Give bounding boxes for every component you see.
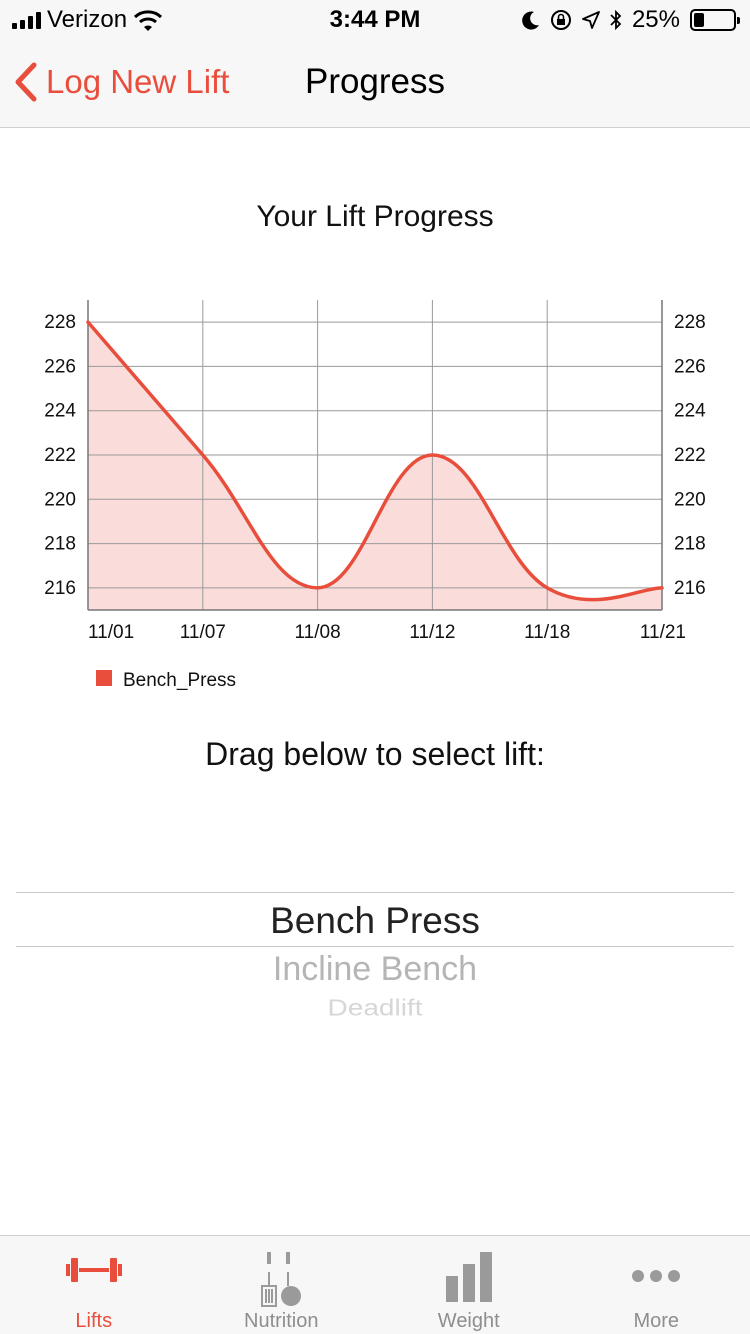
y-tick-label-left: 220 bbox=[44, 489, 76, 510]
more-dots-icon bbox=[632, 1270, 681, 1282]
series-line bbox=[86, 320, 664, 602]
tab-bar: Lifts Nutrition Weight More bbox=[0, 1235, 750, 1334]
x-tick-label: 11/12 bbox=[409, 622, 455, 643]
tab-weight[interactable]: Weight bbox=[375, 1236, 563, 1334]
tab-lifts-label: Lifts bbox=[75, 1310, 113, 1332]
x-tick-label: 11/08 bbox=[295, 622, 341, 643]
carrier-name: Verizon bbox=[47, 6, 128, 33]
tab-more-label: More bbox=[633, 1310, 680, 1332]
x-tick-label: 11/07 bbox=[180, 622, 226, 643]
tab-nutrition[interactable]: Nutrition bbox=[188, 1236, 376, 1334]
y-tick-label-left: 218 bbox=[44, 534, 76, 555]
tab-weight-label: Weight bbox=[437, 1310, 500, 1332]
progress-chart: 216 216 218 218 220 220 222 222 224 224 226 226 228 2… bbox=[44, 300, 706, 691]
picker-option-selected[interactable]: Bench Press bbox=[270, 900, 480, 941]
tab-more[interactable]: More bbox=[563, 1236, 750, 1334]
y-tick-label-left: 228 bbox=[44, 312, 76, 333]
y-tick-label-left: 226 bbox=[44, 356, 76, 377]
picker-selection-top-line bbox=[16, 892, 734, 893]
navigation-bar: Log New Lift Progress bbox=[0, 40, 750, 128]
y-tick-label-left: 216 bbox=[44, 578, 76, 599]
tab-nutrition-label: Nutrition bbox=[244, 1310, 319, 1332]
tab-lifts[interactable]: Lifts bbox=[0, 1236, 188, 1334]
lift-picker[interactable]: Bench Press Incline Bench Deadlift bbox=[16, 860, 734, 1060]
y-tick-label-left: 224 bbox=[44, 401, 76, 422]
y-tick-label-right: 224 bbox=[674, 401, 706, 422]
y-tick-label-left: 222 bbox=[44, 445, 76, 466]
dumbbell-icon bbox=[65, 1258, 122, 1282]
legend-label: Bench_Press bbox=[123, 670, 236, 691]
moon-icon bbox=[522, 11, 539, 30]
legend-swatch bbox=[96, 670, 112, 686]
page-title: Progress bbox=[304, 62, 446, 101]
picker-instructions: Drag below to select lift: bbox=[205, 736, 545, 772]
chart-title: Your Lift Progress bbox=[256, 200, 494, 233]
y-tick-label-right: 218 bbox=[674, 534, 706, 555]
rotation-lock-icon bbox=[550, 10, 571, 30]
picker-option[interactable]: Deadlift bbox=[327, 994, 423, 1021]
back-button-label: Log New Lift bbox=[46, 63, 230, 100]
y-tick-label-right: 220 bbox=[674, 489, 706, 510]
carrier-group: Verizon bbox=[12, 6, 163, 34]
battery-percent: 25% bbox=[631, 6, 680, 33]
picker-selection-bottom-line bbox=[16, 946, 734, 947]
status-bar: Verizon 3:44 PM 25% bbox=[0, 0, 750, 40]
y-tick-label-right: 216 bbox=[674, 578, 706, 599]
battery-icon bbox=[690, 9, 740, 31]
bar-chart-icon bbox=[445, 1252, 492, 1302]
bluetooth-icon bbox=[610, 10, 622, 30]
wifi-icon bbox=[134, 10, 163, 31]
back-button[interactable]: Log New Lift bbox=[14, 62, 229, 102]
location-icon bbox=[582, 11, 600, 29]
nutrition-icon bbox=[261, 1252, 302, 1307]
y-tick-label-right: 226 bbox=[674, 356, 706, 377]
signal-icon bbox=[12, 11, 41, 29]
x-tick-label: 11/18 bbox=[524, 622, 570, 643]
x-tick-label: 11/01 bbox=[88, 622, 134, 643]
status-time: 3:44 PM bbox=[329, 6, 421, 33]
chevron-left-icon bbox=[15, 62, 37, 102]
picker-option[interactable]: Incline Bench bbox=[272, 950, 478, 988]
status-right: 25% bbox=[522, 6, 740, 34]
y-tick-label-right: 222 bbox=[674, 445, 706, 466]
x-tick-label: 11/21 bbox=[640, 622, 686, 643]
series-area-fill bbox=[88, 322, 662, 610]
y-tick-label-right: 228 bbox=[674, 312, 706, 333]
